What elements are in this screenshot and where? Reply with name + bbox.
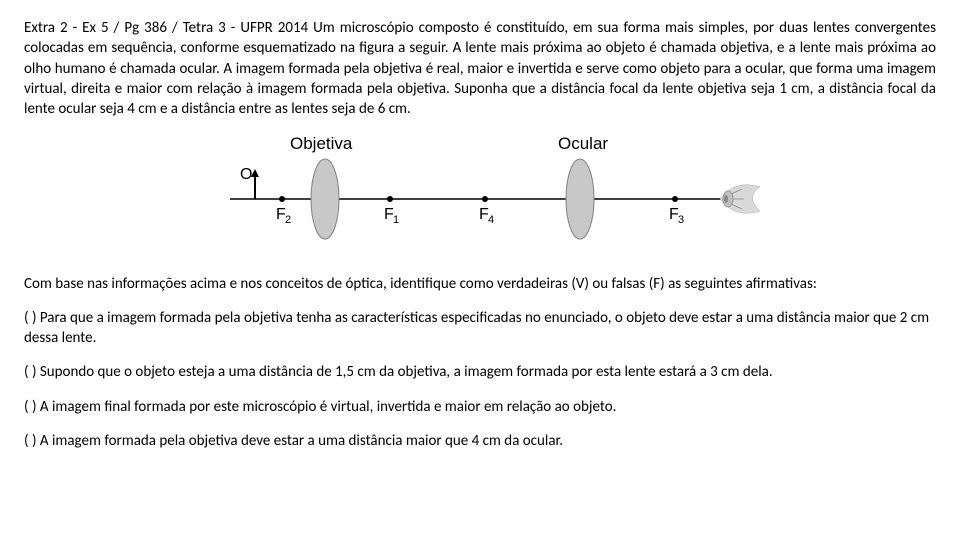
label-F4-sub: 4 — [488, 214, 494, 226]
eye-icon — [720, 185, 760, 214]
label-F3-sub: 3 — [678, 214, 684, 226]
statement-1: ( ) Para que a imagem formada pela objet… — [24, 308, 936, 349]
label-O: O — [240, 166, 252, 183]
instruction-text: Com base nas informações acima e nos con… — [24, 274, 936, 294]
statement-3: ( ) A imagem final formada por este micr… — [24, 397, 936, 417]
label-ocular: Ocular — [558, 134, 608, 153]
label-objective: Objetiva — [290, 134, 353, 153]
statement-2: ( ) Supondo que o objeto esteja a uma di… — [24, 362, 936, 382]
statement-4: ( ) A imagem formada pela objetiva deve … — [24, 431, 936, 451]
optics-diagram: O F 2 Objetiva F 1 F 4 Ocular F 3 — [24, 129, 936, 255]
label-F2-sub: 2 — [285, 214, 291, 226]
label-F1-sub: 1 — [393, 214, 399, 226]
problem-header: Extra 2 - Ex 5 / Pg 386 / Tetra 3 - UFPR… — [24, 18, 936, 119]
